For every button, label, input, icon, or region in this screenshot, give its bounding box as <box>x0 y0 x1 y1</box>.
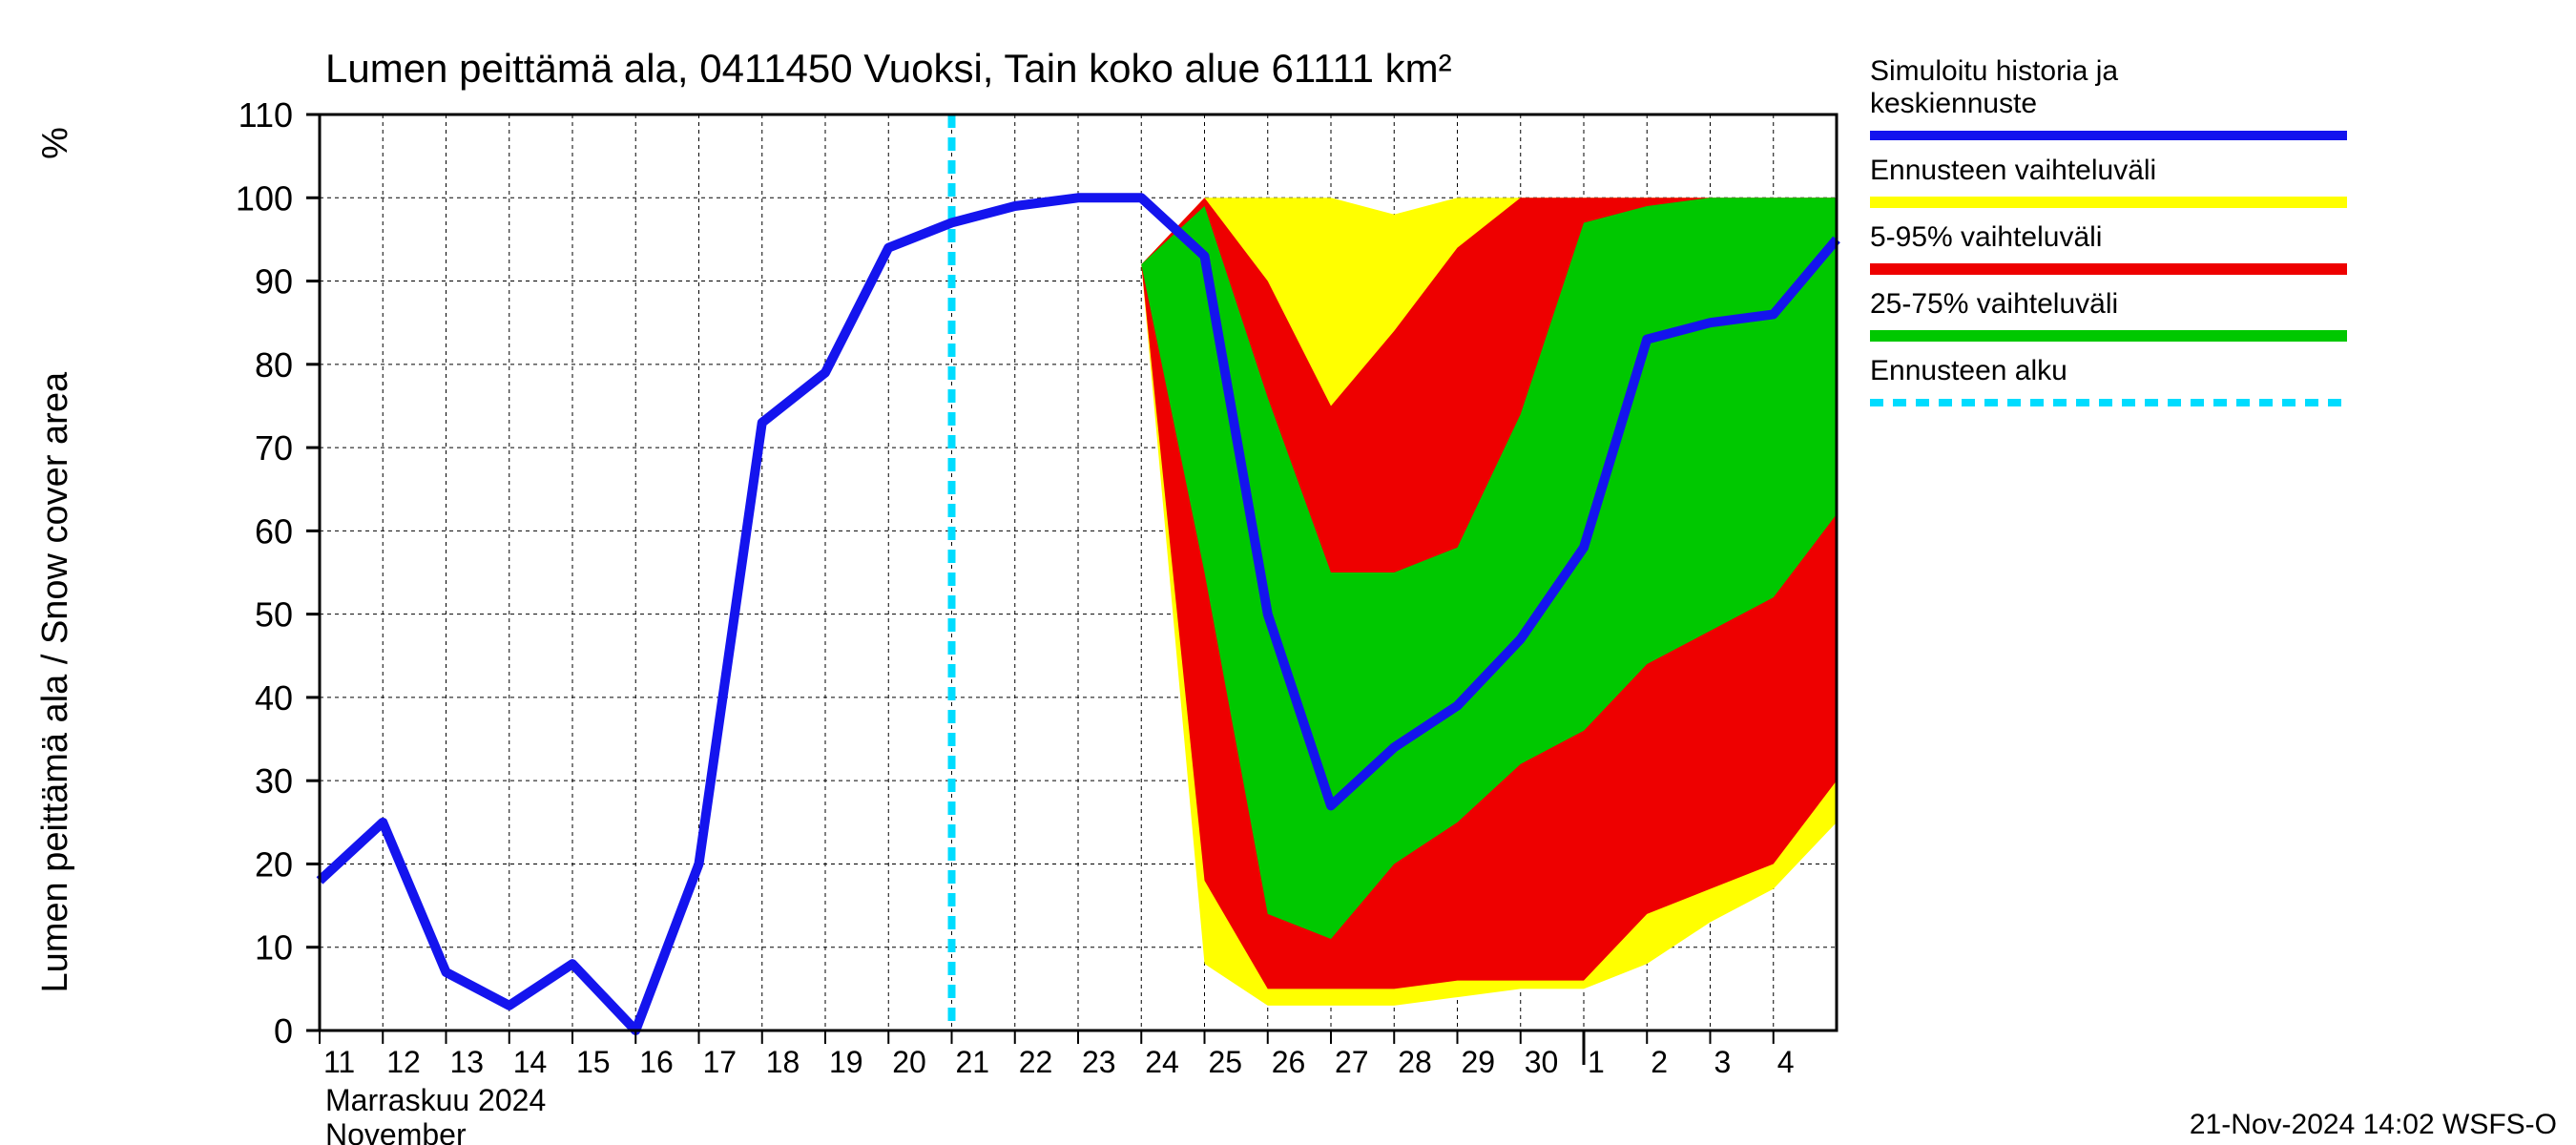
legend-label: keskiennuste <box>1870 88 2037 119</box>
x-tick-label: 21 <box>956 1045 990 1079</box>
x-tick-label: 2 <box>1651 1045 1668 1079</box>
y-tick-label: 100 <box>236 178 293 218</box>
x-tick-label: 27 <box>1335 1045 1369 1079</box>
x-tick-label: 13 <box>450 1045 485 1079</box>
y-tick-label: 110 <box>239 95 293 135</box>
x-tick-label: 30 <box>1525 1045 1559 1079</box>
month-label-fi: Marraskuu 2024 <box>325 1083 546 1117</box>
chart-title: Lumen peittämä ala, 0411450 Vuoksi, Tain… <box>325 46 1452 91</box>
x-tick-label: 19 <box>829 1045 863 1079</box>
x-tick-label: 12 <box>386 1045 421 1079</box>
x-tick-label: 1 <box>1588 1045 1605 1079</box>
y-axis-unit: % <box>35 127 75 159</box>
y-tick-label: 80 <box>255 345 293 385</box>
x-tick-label: 23 <box>1082 1045 1116 1079</box>
legend-label: Ennusteen vaihteluväli <box>1870 155 2156 186</box>
legend-label: 25-75% vaihteluväli <box>1870 288 2118 320</box>
y-tick-label: 90 <box>255 262 293 302</box>
x-tick-label: 16 <box>639 1045 674 1079</box>
x-tick-label: 3 <box>1714 1045 1732 1079</box>
chart-container: 0102030405060708090100110111213141516171… <box>0 0 2576 1145</box>
x-tick-label: 17 <box>703 1045 737 1079</box>
y-tick-label: 70 <box>255 428 293 468</box>
x-tick-label: 28 <box>1398 1045 1432 1079</box>
x-tick-label: 18 <box>766 1045 800 1079</box>
x-tick-label: 11 <box>323 1045 355 1079</box>
x-tick-label: 26 <box>1272 1045 1306 1079</box>
x-tick-label: 14 <box>513 1045 548 1079</box>
x-tick-label: 25 <box>1209 1045 1243 1079</box>
y-tick-label: 0 <box>274 1011 293 1051</box>
legend-label: Ennusteen alku <box>1870 355 2067 386</box>
y-tick-label: 40 <box>255 678 293 718</box>
y-tick-label: 20 <box>255 844 293 884</box>
month-label-en: November <box>325 1117 467 1145</box>
x-tick-label: 22 <box>1019 1045 1053 1079</box>
x-tick-label: 4 <box>1777 1045 1795 1079</box>
legend-label: 5-95% vaihteluväli <box>1870 221 2102 253</box>
footer-timestamp: 21-Nov-2024 14:02 WSFS-O <box>2190 1109 2557 1140</box>
y-tick-label: 60 <box>255 511 293 551</box>
y-tick-label: 50 <box>255 595 293 635</box>
x-tick-label: 15 <box>576 1045 611 1079</box>
y-axis-label: Lumen peittämä ala / Snow cover area <box>35 371 75 992</box>
x-tick-label: 29 <box>1462 1045 1496 1079</box>
x-tick-label: 24 <box>1145 1045 1179 1079</box>
legend-label: Simuloitu historia ja <box>1870 55 2118 87</box>
chart-svg: 0102030405060708090100110111213141516171… <box>0 0 2576 1145</box>
x-tick-label: 20 <box>892 1045 926 1079</box>
y-tick-label: 30 <box>255 761 293 801</box>
y-tick-label: 10 <box>255 928 293 968</box>
